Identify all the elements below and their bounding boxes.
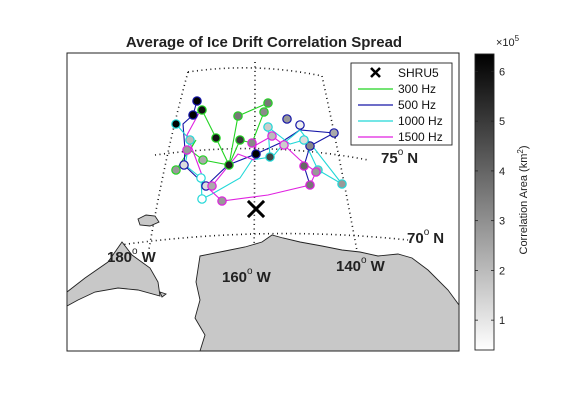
point-300hz [263,98,273,108]
lon-180-label: 180o W [107,246,157,266]
point-1000hz [197,194,207,204]
graticule-lon-160 [252,61,256,351]
point-500hz [179,160,189,170]
point-1500hz [305,180,315,190]
point-500hz [251,149,261,159]
colorbar-tick-label: 3 [499,216,505,228]
colorbar-tick-label: 1 [499,315,505,327]
colorbar: ×105 1 2 3 4 5 6 Correlation Area (km2) [474,34,530,351]
chukotka-landmass [67,241,161,307]
point-500hz [329,128,339,138]
point-300hz [197,105,207,115]
point-1500hz [279,140,289,150]
point-300hz [235,135,245,145]
point-500hz [305,141,315,151]
lon-160-label: 160o W [222,266,272,286]
point-500hz [295,120,305,130]
point-1000hz [265,152,275,162]
lat-70-label: 70o N [407,227,444,247]
point-300hz [224,160,234,170]
point-1500hz [207,181,217,191]
point-1500hz [217,196,227,206]
point-1500hz [182,145,192,155]
point-1500hz [247,138,257,148]
drift-points [171,96,347,206]
colorbar-ticks: 1 2 3 4 5 6 [475,66,505,327]
colorbar-tick-label: 4 [499,166,505,178]
shru5-marker [246,199,266,219]
wrangel-island [137,214,160,227]
colorbar-label: Correlation Area (km2) [516,146,530,255]
legend-label-500hz: 500 Hz [398,98,436,112]
colorbar-tick-label: 6 [499,66,505,78]
map-content [67,61,459,351]
point-1000hz [299,135,309,145]
point-1000hz [171,119,181,129]
lon-140-label: 140o W [336,255,386,275]
point-500hz [192,96,202,106]
alaska-landmass [194,234,459,351]
point-300hz [233,111,243,121]
legend-shru5-label: SHRU5 [398,66,439,80]
colorbar-tick-label: 2 [499,265,505,277]
legend-x-icon [370,67,381,78]
graticule-lat-75 [154,147,369,161]
point-300hz [171,165,181,175]
point-1000hz [337,179,347,189]
colorbar-tick-label: 5 [499,116,505,128]
legend-label-1000hz: 1000 Hz [398,114,443,128]
lat-75-label: 75o N [381,147,418,167]
point-1500hz [299,161,309,171]
colorbar-gradient [474,53,495,351]
legend-label-1500hz: 1500 Hz [398,130,443,144]
map-title: Average of Ice Drift Correlation Spread [126,34,402,51]
point-1000hz [263,122,273,132]
colorbar-multiplier: ×105 [496,34,520,49]
legend: SHRU5 300 Hz 500 Hz 1000 Hz 1500 Hz [350,62,453,146]
point-500hz [282,114,292,124]
track-300hz [175,101,270,171]
point-300hz [259,107,269,117]
graticule-labels: 75o N 70o N 180o W 160o W 140o W [107,147,444,286]
legend-label-300hz: 300 Hz [398,82,436,96]
legend-box [350,62,453,146]
point-500hz [188,110,198,120]
point-300hz [198,155,208,165]
point-1500hz [267,131,277,141]
point-1000hz [196,173,206,183]
point-300hz [211,133,221,143]
small-island [159,291,167,298]
point-1000hz [185,135,195,145]
point-1500hz [311,167,321,177]
